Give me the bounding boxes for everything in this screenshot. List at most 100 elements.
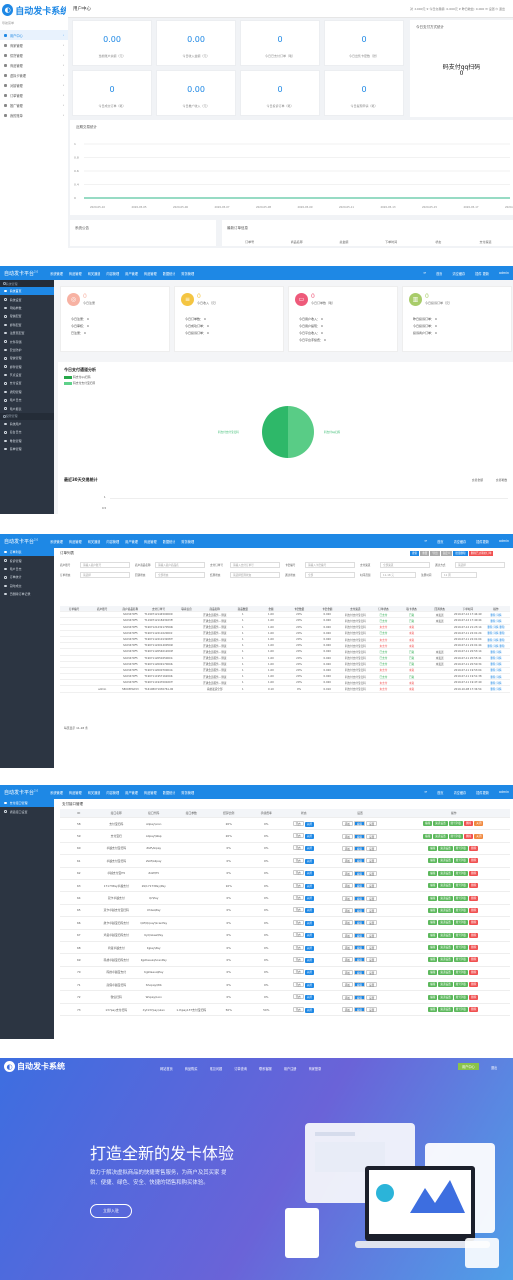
top-menu-item[interactable]: 数据统计 <box>162 539 176 544</box>
op-button[interactable]: 渠道设置 <box>438 945 453 951</box>
filter-input[interactable]: 全部状态 <box>155 572 205 578</box>
top-right-link[interactable]: 插件更新 <box>476 790 489 795</box>
top-menu-item[interactable]: 用户管理 <box>125 539 138 544</box>
top-right-link[interactable]: 插件 更新 <box>475 271 489 276</box>
sidebar-item[interactable]: 用户中心 › <box>0 30 68 40</box>
logout-link[interactable]: 退出 <box>491 1066 498 1070</box>
op-button[interactable]: 渠道设置 <box>433 833 448 839</box>
op-button[interactable]: 账号列表 <box>453 883 469 889</box>
top-right-link[interactable]: 清空缓存 <box>453 539 467 544</box>
op-button[interactable]: 删除 <box>469 932 479 938</box>
table-cell[interactable]: 删除 详情 <box>490 688 502 692</box>
setting-button[interactable]: 添加 <box>341 994 353 1000</box>
setting-button[interactable]: 添加 <box>341 870 353 876</box>
sidebar-item[interactable]: 系统用户 <box>0 420 54 428</box>
setting-button[interactable]: 编辑 <box>353 845 366 851</box>
filter-input[interactable]: 请输入商户账号 <box>80 562 130 568</box>
pie-slice[interactable] <box>262 406 288 458</box>
table-row[interactable]: admin 58003E0A53 T16108071930761-90 系统发货全部 1… <box>60 686 510 693</box>
op-button[interactable]: 删除 <box>469 883 479 889</box>
setting-button[interactable]: 添加 <box>341 858 353 864</box>
status-toggle[interactable]: 开启 <box>292 882 304 888</box>
sidebar-item[interactable]: 用户日志 <box>0 396 54 404</box>
top-menu-item[interactable]: 用户管理 <box>125 790 138 795</box>
op-button[interactable]: 渠道设置 <box>433 821 448 827</box>
sidebar-item[interactable]: 通道接口设置 <box>0 807 54 815</box>
sidebar-item[interactable]: 我的账单 › <box>0 110 68 120</box>
table-cell[interactable]: 删除 详情 删除 <box>487 632 505 636</box>
op-button[interactable]: 编辑 <box>428 932 438 938</box>
status-toggle[interactable]: 开启 <box>292 907 304 913</box>
table-cell[interactable]: 删除 详情 删除 <box>487 644 505 648</box>
setting-button[interactable]: 添加 <box>341 982 353 988</box>
op-button[interactable]: 账号列表 <box>448 833 464 839</box>
status-toggle[interactable]: 开启 <box>292 895 304 901</box>
sidebar-item[interactable]: 用户报表 <box>0 404 54 412</box>
op-button[interactable]: 编辑 <box>428 870 438 876</box>
top-right-info[interactable]: 对 :1000元 ¥ 今日交易额: 0.000元 ¥ 昨日收益: 0.000 ✉… <box>409 7 505 11</box>
sidebar-item[interactable]: 安全防护 <box>0 346 54 354</box>
filter-input[interactable]: 全部渠道 <box>380 562 430 568</box>
status-toggle[interactable]: 开启 <box>292 870 304 876</box>
sidebar-item[interactable]: 菜单管理 <box>0 445 54 453</box>
op-button[interactable]: 删除 <box>464 833 474 839</box>
op-button[interactable]: 编辑 <box>423 833 433 839</box>
setting-button[interactable]: 设置 <box>366 821 378 827</box>
filter-input[interactable]: 请选择结算状态 <box>230 572 280 578</box>
op-button[interactable]: 账号列表 <box>453 895 469 901</box>
brand-title[interactable]: 自动发卡平台2.0 <box>4 537 39 545</box>
setting-button[interactable]: 编辑 <box>353 1007 366 1013</box>
table-cell[interactable]: 删除 详情 <box>490 650 502 654</box>
op-button[interactable]: 编辑 <box>428 920 438 926</box>
table-cell[interactable]: 删除 详情 删除 <box>487 626 505 630</box>
sidebar-item[interactable]: 供货管理 › <box>0 50 68 60</box>
op-button[interactable]: 账号列表 <box>453 858 469 864</box>
landing-nav-item[interactable]: 常见问题 <box>209 1067 223 1071</box>
top-menu-item[interactable]: 商品管理 <box>143 271 157 276</box>
setting-button[interactable]: 添加 <box>341 907 353 913</box>
status-toggle[interactable]: 关闭 <box>304 858 314 864</box>
top-menu-item[interactable]: 网关通道 <box>87 790 101 795</box>
landing-nav-item[interactable]: 联系客服 <box>259 1067 272 1071</box>
op-button[interactable]: 渠道设置 <box>438 957 453 963</box>
setting-button[interactable]: 设置 <box>366 833 378 839</box>
top-menu-item[interactable]: 网关通道 <box>87 271 101 276</box>
op-button[interactable]: 编辑 <box>428 969 438 975</box>
table-cell[interactable]: 删除 详情 <box>490 619 502 623</box>
status-toggle[interactable]: 关闭 <box>304 1007 314 1013</box>
sidebar-item[interactable]: 实时成交 <box>0 582 54 590</box>
toolbar-button[interactable]: 导出 <box>430 551 440 556</box>
refresh-icon[interactable]: ⟳ <box>424 790 428 794</box>
sidebar-item[interactable]: 虚拟卡管理 › <box>0 70 68 80</box>
top-menu-item[interactable]: 财务管理 <box>181 271 195 276</box>
op-button[interactable]: 渠道设置 <box>438 907 453 913</box>
op-button[interactable]: 账号列表 <box>453 1007 469 1013</box>
setting-button[interactable]: 编辑 <box>353 883 366 889</box>
setting-button[interactable]: 编辑 <box>353 920 366 926</box>
join-now-button[interactable]: 立即入驻 <box>90 1204 132 1218</box>
sidebar-item[interactable]: 订单管理 › <box>0 90 68 100</box>
op-button[interactable]: 编辑 <box>428 883 438 889</box>
op-button[interactable]: 删除 <box>469 907 479 913</box>
sidebar-item[interactable]: 节点设置 <box>0 371 54 379</box>
setting-button[interactable]: 编辑 <box>353 982 366 988</box>
status-toggle[interactable]: 关闭 <box>304 846 314 852</box>
setting-button[interactable]: 编辑 <box>353 870 366 876</box>
status-toggle[interactable]: 关闭 <box>304 933 314 939</box>
status-toggle[interactable]: 开启 <box>292 932 304 938</box>
setting-button[interactable]: 设置 <box>366 895 378 901</box>
op-button[interactable]: 删除 <box>469 969 479 975</box>
op-button[interactable]: 账号列表 <box>453 920 469 926</box>
top-menu-item[interactable]: 用户管理 <box>125 271 138 276</box>
table-row[interactable]: 3A03470F5 T19071122014005920 开通会员服务...测试 1 1… <box>60 643 510 650</box>
setting-button[interactable]: 设置 <box>366 1007 378 1013</box>
sidebar-item[interactable]: 订单统计 <box>0 573 54 581</box>
landing-nav-item[interactable]: 用户注册 <box>283 1067 297 1071</box>
top-menu-item[interactable]: 财务管理 <box>181 539 195 544</box>
setting-button[interactable]: 添加 <box>341 883 353 889</box>
sidebar-item[interactable]: 后台日志 <box>0 428 54 436</box>
setting-button[interactable]: 设置 <box>366 945 378 951</box>
table-row[interactable]: 3A03470F5 T190711200917000422 开通会员服务...测试 1… <box>60 662 510 668</box>
op-button[interactable]: 删除 <box>469 920 479 926</box>
sidebar-item[interactable]: 网站参数 <box>0 304 54 312</box>
